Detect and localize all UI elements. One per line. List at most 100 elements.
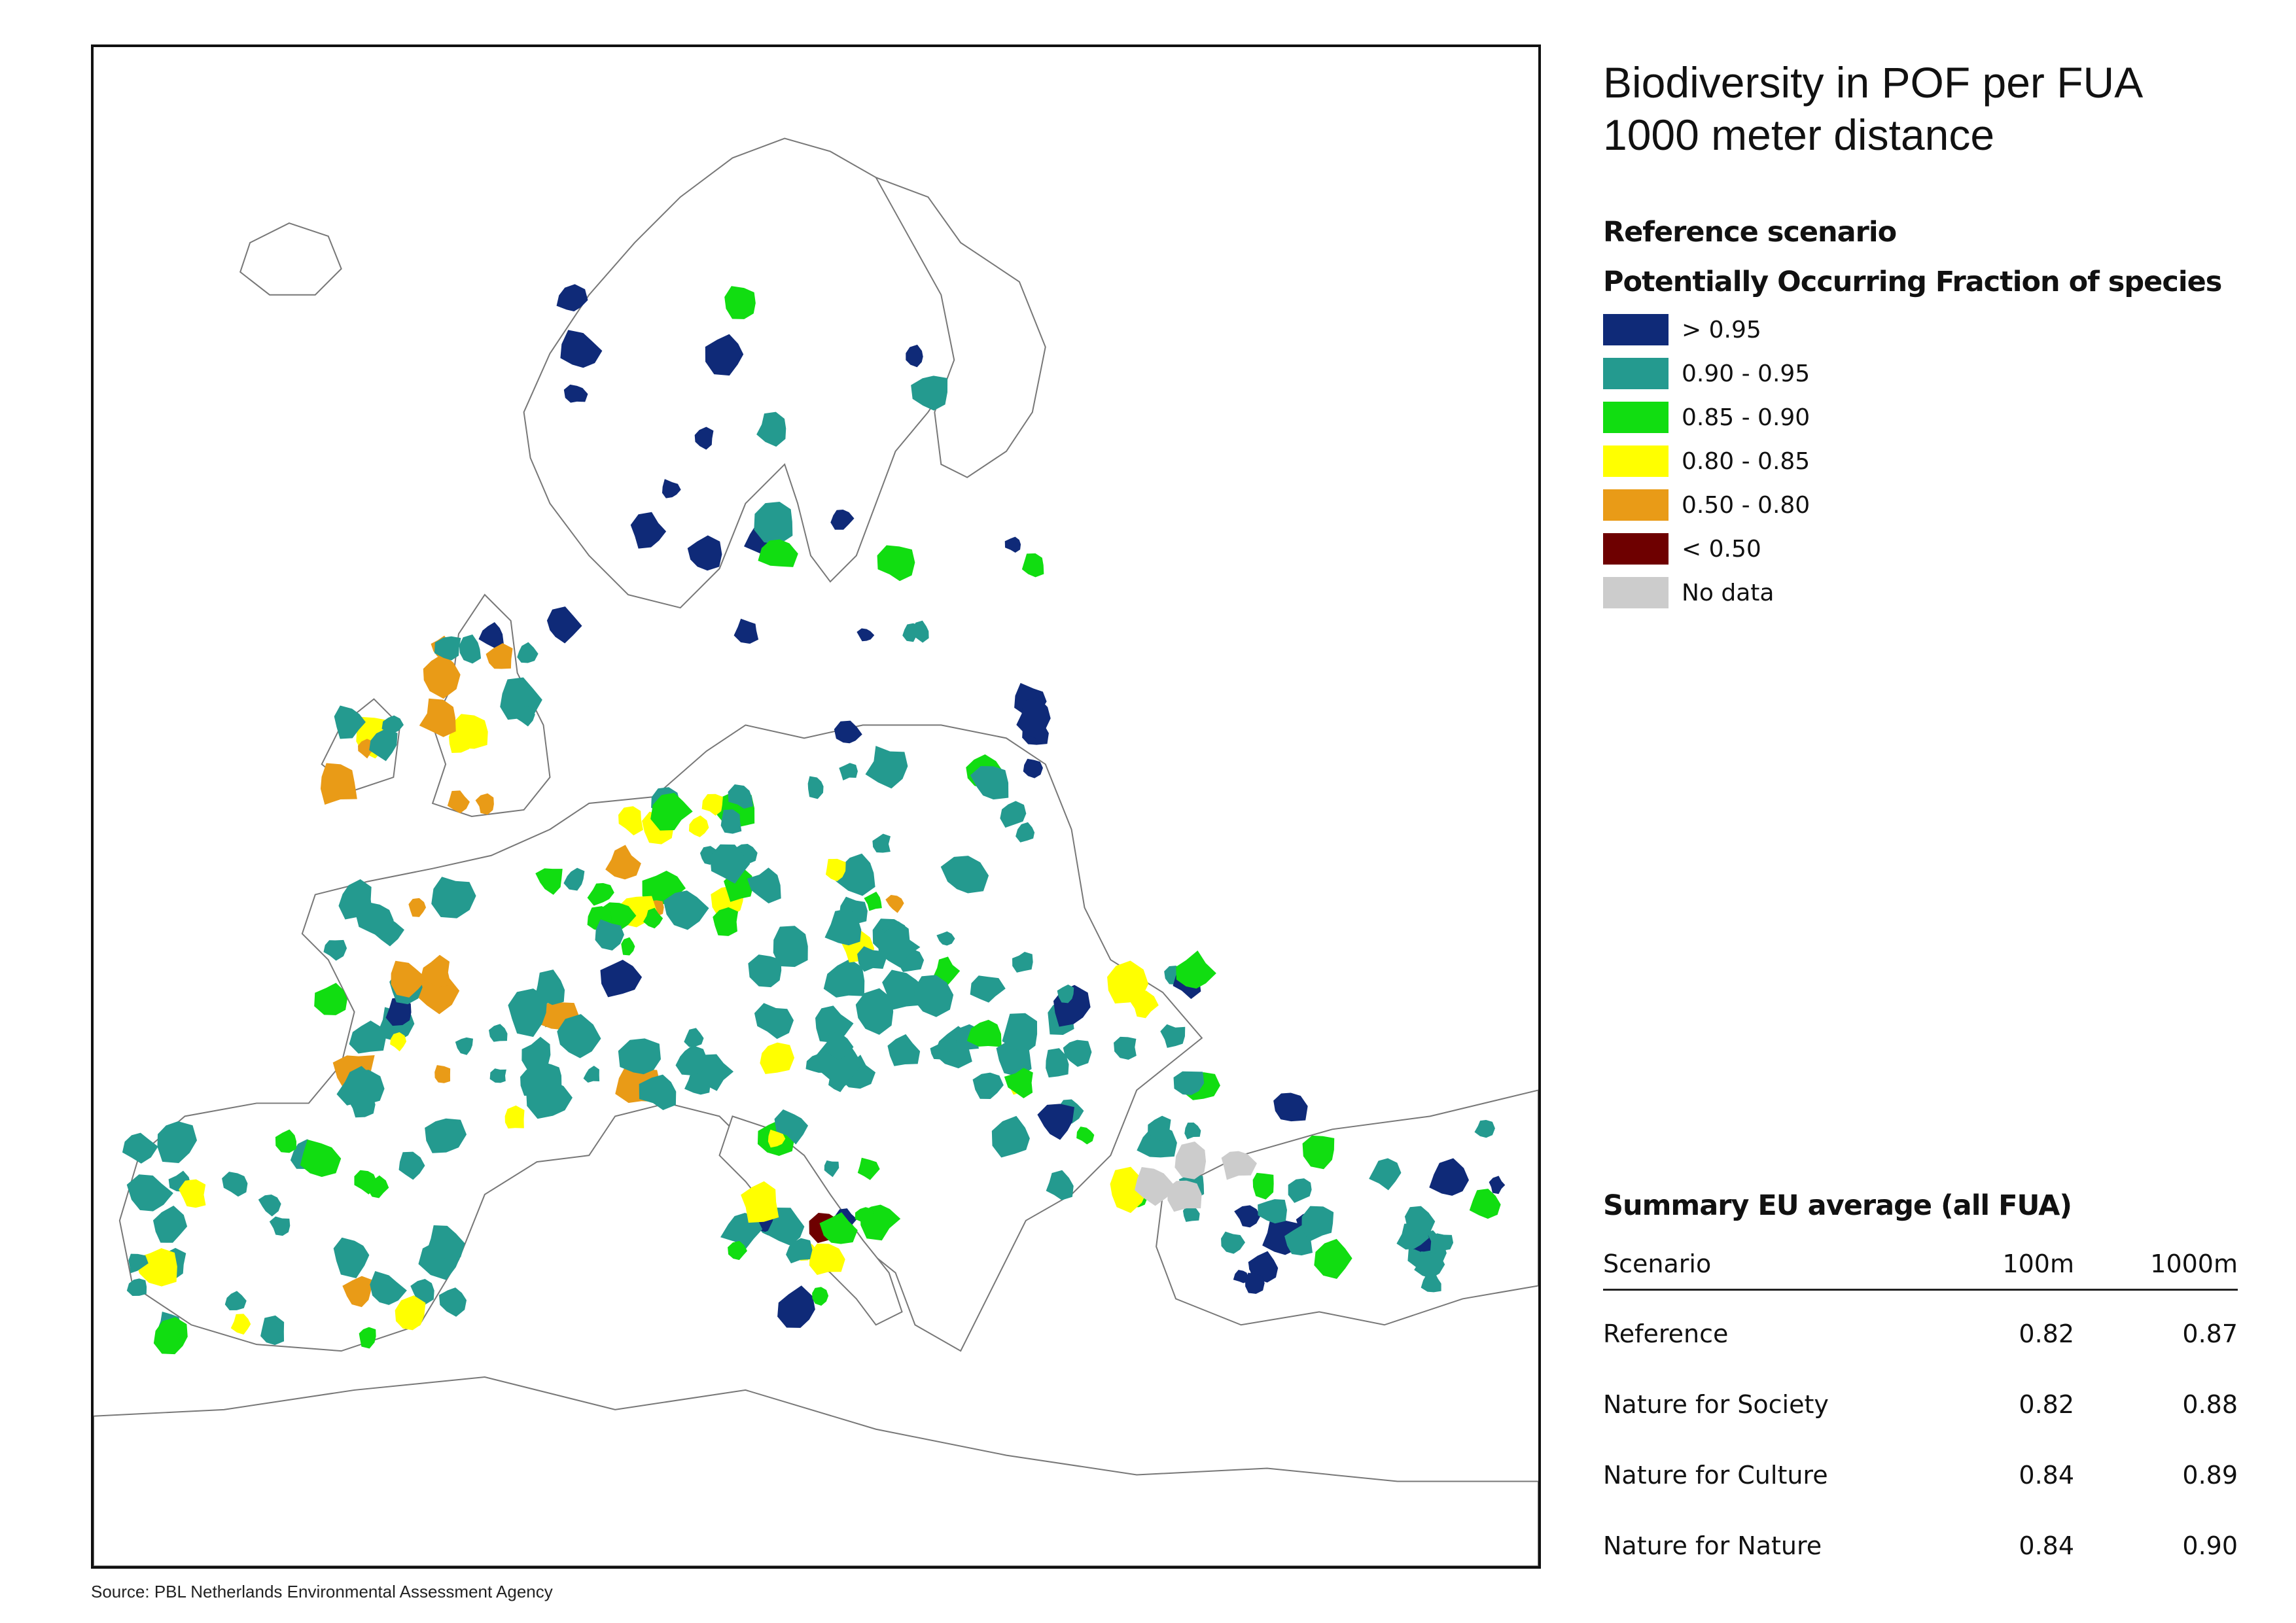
fua-region — [434, 1065, 451, 1083]
fua-region — [825, 858, 846, 882]
scenario-heading: Reference scenario — [1603, 216, 1897, 249]
fua-region — [849, 865, 868, 884]
fua-region — [320, 763, 357, 805]
europe-map[interactable] — [94, 47, 1538, 1566]
legend-swatch — [1603, 358, 1669, 389]
fua-region — [630, 512, 667, 549]
fua-region — [395, 1295, 426, 1331]
fua-region — [857, 1157, 880, 1180]
fua-region — [705, 334, 744, 376]
fua-region — [720, 809, 742, 834]
fua-region — [972, 1072, 1004, 1100]
fua-region — [942, 1038, 957, 1052]
fua-region — [126, 1278, 147, 1297]
fua-region — [1176, 950, 1216, 989]
fua-region — [748, 954, 782, 988]
fua-region — [1016, 697, 1051, 739]
legend-label: < 0.50 — [1682, 536, 1761, 563]
fua-region — [1421, 1271, 1441, 1293]
table-row: Reference 0.82 0.87 — [1603, 1319, 2238, 1390]
legend-label: 0.80 - 0.85 — [1682, 448, 1810, 475]
fua-region — [381, 715, 404, 733]
fua-region — [830, 509, 855, 530]
fua-region — [556, 284, 588, 312]
fua-region — [420, 954, 451, 988]
fua-region — [438, 1287, 467, 1317]
fua-region — [1369, 1158, 1402, 1191]
fua-region — [618, 806, 643, 835]
fua-region — [1076, 1126, 1095, 1145]
fua-region — [1258, 1199, 1287, 1224]
fua-region — [275, 1129, 296, 1153]
source-note: Source: PBL Netherlands Environmental As… — [91, 1582, 553, 1601]
fua-region — [887, 1034, 921, 1066]
fua-region — [157, 1121, 198, 1164]
table-row: Nature for Culture 0.84 0.89 — [1603, 1461, 2238, 1531]
fua-region — [872, 833, 891, 853]
fua-region — [504, 1105, 525, 1129]
fua-region — [1273, 1092, 1308, 1122]
fua-region — [824, 1160, 839, 1178]
fua-region — [819, 1212, 858, 1244]
fua-region — [595, 919, 624, 951]
fua-region — [349, 1021, 386, 1054]
fua-region — [970, 975, 1006, 1003]
fua-region — [855, 1207, 875, 1225]
fua-region — [1182, 1205, 1200, 1222]
fua-region — [1057, 984, 1074, 1003]
fua-region — [128, 1253, 149, 1274]
fua-region — [539, 987, 552, 1004]
value-100m-cell: 0.82 — [2019, 1390, 2074, 1419]
legend-swatch — [1603, 402, 1669, 433]
fua-region — [1046, 1170, 1074, 1200]
fua-region — [560, 330, 603, 368]
fua-region — [489, 1068, 506, 1083]
fua-region — [152, 1205, 188, 1243]
land-outline — [523, 137, 968, 609]
fua-region — [902, 623, 921, 642]
fua-region — [425, 1118, 467, 1153]
fua-region — [864, 892, 882, 911]
fua-region — [966, 1019, 1002, 1047]
fua-region — [760, 1042, 795, 1074]
fua-region — [663, 890, 709, 930]
fua-region — [447, 790, 470, 814]
summary-header-row: Scenario 100m 1000m — [1603, 1249, 2238, 1291]
fua-region — [815, 1005, 854, 1043]
fua-region — [1016, 822, 1035, 843]
fua-region — [639, 1074, 677, 1111]
fua-region — [774, 1109, 809, 1145]
fua-region — [222, 1172, 248, 1197]
legend-swatch — [1603, 577, 1669, 608]
fua-region — [449, 728, 471, 753]
legend-swatch — [1603, 533, 1669, 565]
fua-region — [1114, 1036, 1137, 1060]
table-row: Nature for Society 0.82 0.88 — [1603, 1390, 2238, 1461]
fua-region — [1023, 758, 1043, 778]
fua-region — [688, 815, 709, 837]
title-line-1: Biodiversity in POF per FUA — [1603, 58, 2144, 107]
scenario-cell: Nature for Society — [1603, 1390, 1829, 1419]
land-outline — [874, 176, 1046, 478]
map-frame[interactable] — [91, 44, 1541, 1569]
fua-region — [934, 956, 961, 985]
fua-region — [1469, 1189, 1501, 1219]
fua-region — [390, 1032, 407, 1052]
fua-region — [1167, 1180, 1202, 1212]
fua-region — [517, 642, 539, 663]
fua-region — [347, 1091, 376, 1118]
column-header: Scenario — [1603, 1249, 1712, 1278]
column-header: 1000m — [2150, 1249, 2238, 1278]
land-outline — [94, 1376, 1538, 1566]
fua-region — [786, 1238, 813, 1264]
fua-region — [911, 375, 948, 411]
fua-region — [1489, 1176, 1506, 1195]
fua-region — [179, 1179, 206, 1208]
fua-region — [1474, 1119, 1495, 1138]
legend-heading: Potentially Occurring Fraction of specie… — [1603, 266, 2222, 298]
fua-region — [1107, 960, 1149, 1003]
fua-region — [459, 634, 482, 664]
fua-region — [333, 1237, 370, 1279]
fua-region — [1302, 1135, 1335, 1170]
fua-region — [877, 545, 915, 582]
